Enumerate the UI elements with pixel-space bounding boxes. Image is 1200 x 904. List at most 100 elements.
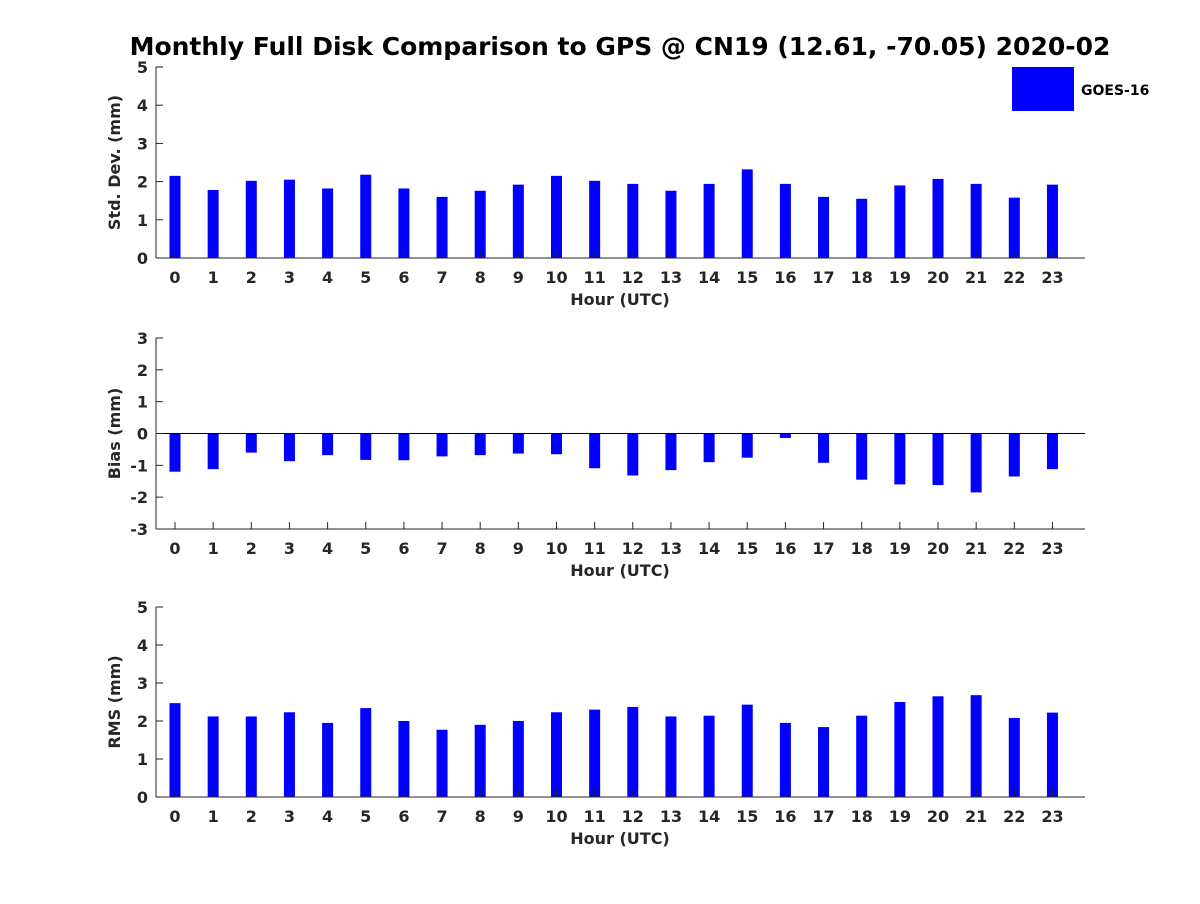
x-tick-label: 0 [169,268,180,287]
x-tick-label: 2 [246,268,257,287]
bar-hour-0 [169,703,181,797]
y-tick-label: 3 [137,329,148,348]
x-tick-label: 20 [927,268,949,287]
bar-hour-8 [474,724,486,797]
x-tick-label: 8 [475,539,486,558]
bar-hour-20 [932,433,944,486]
x-tick-label: 14 [698,807,720,826]
bar-hour-7 [436,196,448,258]
bar-hour-13 [665,190,677,258]
bar-hour-10 [551,175,562,258]
y-tick-label: 0 [137,425,148,444]
bar-hour-4 [322,188,334,258]
bar-hour-17 [818,196,830,258]
x-tick-label: 1 [208,539,219,558]
x-tick-label: 11 [584,268,606,287]
x-tick-label: 5 [360,807,371,826]
x-tick-label: 23 [1041,539,1063,558]
x-tick-label: 4 [322,807,333,826]
bar-hour-15 [741,704,753,797]
bar-hour-6 [398,433,410,461]
bar-hour-15 [741,169,753,258]
y-tick-label: -2 [130,488,148,507]
x-tick-label: 7 [436,539,447,558]
x-tick-label: 19 [889,539,911,558]
x-tick-label: 6 [398,268,409,287]
x-tick-label: 17 [812,807,834,826]
bar-hour-23 [1046,712,1058,797]
x-tick-label: 9 [513,268,524,287]
y-tick-label: 3 [137,134,148,153]
bar-hour-18 [856,198,868,258]
x-tick-label: 0 [169,807,180,826]
x-tick-label: 5 [360,539,371,558]
x-tick-label: 6 [398,807,409,826]
bar-hour-18 [856,715,868,797]
x-tick-label: 22 [1003,268,1025,287]
y-tick-label: 0 [137,788,148,807]
x-tick-label: 22 [1003,807,1025,826]
x-tick-label: 4 [322,539,333,558]
bar-hour-22 [1008,433,1020,477]
bar-hour-12 [627,706,639,797]
x-tick-label: 23 [1041,268,1063,287]
x-tick-label: 11 [584,807,606,826]
bar-hour-21 [970,183,982,258]
y-tick-label: 5 [137,598,148,617]
bar-hour-2 [245,433,257,453]
bar-hour-6 [398,188,410,258]
x-tick-label: 21 [965,807,987,826]
x-tick-label: 10 [545,807,567,826]
bar-hour-16 [779,183,791,258]
x-tick-label: 16 [774,268,796,287]
bar-hour-0 [169,175,181,258]
x-tick-label: 1 [208,807,219,826]
x-tick-label: 22 [1003,539,1025,558]
y-tick-label: 5 [137,58,148,77]
x-tick-label: 16 [774,539,796,558]
bar-hour-1 [207,716,219,797]
x-tick-label: 13 [660,539,682,558]
bar-hour-4 [322,722,334,797]
bar-hour-22 [1008,717,1020,797]
x-tick-label: 19 [889,268,911,287]
x-tick-label: 12 [622,539,644,558]
x-tick-label: 13 [660,807,682,826]
x-tick-label: 8 [475,807,486,826]
x-tick-label: 20 [927,807,949,826]
bar-hour-7 [436,433,448,457]
x-tick-label: 17 [812,268,834,287]
bar-hour-15 [741,433,753,458]
y-axis-label: Std. Dev. (mm) [105,95,124,230]
x-tick-label: 2 [246,539,257,558]
bar-hour-16 [779,433,791,438]
x-tick-label: 21 [965,539,987,558]
y-tick-label: 1 [137,211,148,230]
x-tick-label: 4 [322,268,333,287]
bar-hour-9 [512,721,524,797]
bar-hour-8 [474,190,486,258]
x-axis-label: Hour (UTC) [570,829,670,848]
bar-hour-1 [207,433,219,470]
bar-hour-18 [856,433,868,480]
x-tick-label: 3 [284,268,295,287]
x-tick-label: 7 [436,268,447,287]
bar-hour-16 [779,722,791,797]
bar-hour-13 [665,433,677,471]
x-tick-label: 21 [965,268,987,287]
bar-hour-23 [1046,184,1058,258]
bar-hour-2 [245,180,257,258]
y-tick-label: 1 [137,750,148,769]
y-axis-label: RMS (mm) [105,655,124,748]
y-tick-label: 0 [137,249,148,268]
legend-label: GOES-16 [1081,83,1149,99]
bar-hour-5 [360,433,372,460]
y-tick-label: 4 [137,96,148,115]
x-tick-label: 15 [736,268,758,287]
x-tick-label: 12 [622,268,644,287]
x-tick-label: 16 [774,807,796,826]
bar-hour-23 [1046,433,1058,470]
